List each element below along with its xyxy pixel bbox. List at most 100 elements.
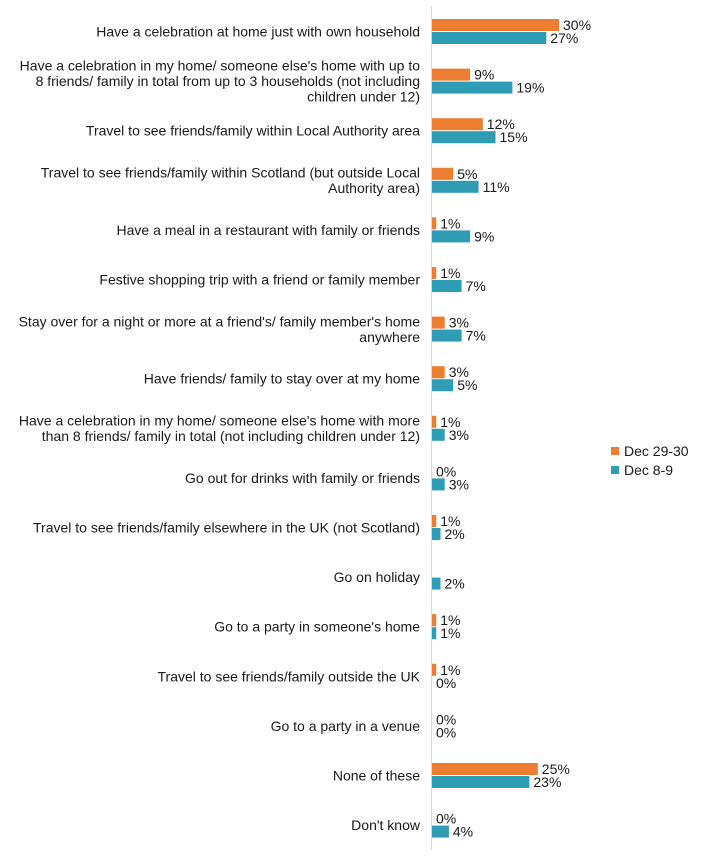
bar-dec-29-30 (432, 366, 445, 379)
bar-dec-8-9 (432, 776, 530, 788)
data-label: 2% (445, 526, 465, 542)
category-label: Travel to see friends/family within Loca… (86, 123, 420, 139)
bar-dec-29-30 (432, 267, 437, 279)
category-label: Go out for drinks with family or friends (185, 470, 420, 486)
bar-dec-8-9 (432, 428, 445, 441)
bar-dec-29-30 (432, 68, 471, 81)
category-label-line: None of these (333, 768, 420, 784)
category-label-line: Travel to see friends/family within Scot… (41, 165, 420, 181)
category-label: Have a celebration in my home/ someone e… (19, 413, 420, 445)
bar-dec-8-9 (432, 131, 496, 144)
category-label: Have a celebration in my home/ someone e… (20, 58, 421, 105)
data-label: 5% (457, 377, 477, 393)
category-label-line: 8 friends/ family in total from up to 3 … (36, 73, 420, 89)
category-label-line: Travel to see friends/family outside the… (158, 668, 421, 684)
data-label: 3% (449, 476, 469, 492)
category-label-line: than 8 friends/ family in total (not inc… (42, 428, 420, 444)
category-label-line: Authority area) (328, 180, 420, 196)
data-label: 5% (457, 166, 477, 182)
category-labels: Have a celebration at home just with own… (19, 24, 421, 834)
data-label: 1% (440, 662, 460, 678)
data-label: 11% (483, 179, 510, 195)
value-labels: 30%27%9%19%12%15%5%11%1%9%1%7%3%7%3%5%1%… (436, 17, 591, 840)
data-label: 0% (436, 711, 456, 727)
category-label: Go to a party in someone's home (214, 619, 420, 635)
bar-dec-8-9 (432, 528, 441, 540)
category-label: Stay over for a night or more at a frien… (19, 313, 421, 345)
category-label-line: Have a celebration in my home/ someone e… (20, 58, 421, 74)
bar-dec-8-9 (432, 180, 479, 193)
data-label: 1% (440, 513, 460, 529)
category-label: Have friends/ family to stay over at my … (144, 371, 420, 387)
data-label: 1% (440, 414, 460, 430)
bar-dec-8-9 (432, 32, 547, 44)
bar-dec-8-9 (432, 230, 471, 243)
category-label-line: Have a celebration at home just with own… (96, 24, 420, 40)
legend: Dec 29-30 Dec 8-9 (611, 443, 689, 478)
bar-dec-29-30 (432, 663, 437, 676)
bar-dec-8-9 (432, 577, 441, 590)
bar-dec-8-9 (432, 280, 462, 292)
legend-swatch (611, 466, 619, 474)
data-label: 3% (449, 427, 469, 443)
category-label-line: Travel to see friends/family within Loca… (86, 123, 420, 139)
bar-dec-8-9 (432, 478, 445, 491)
bar-dec-29-30 (432, 415, 437, 428)
data-label: 0% (436, 724, 456, 740)
data-label: 1% (440, 612, 460, 628)
category-label: Festive shopping trip with a friend or f… (99, 272, 420, 288)
data-label: 15% (500, 129, 528, 145)
data-label: 30% (563, 17, 591, 33)
bar-dec-8-9 (432, 329, 462, 342)
data-label: 1% (440, 215, 460, 231)
data-label: 4% (453, 824, 473, 840)
data-label: 0% (436, 463, 456, 479)
bar-dec-29-30 (432, 118, 483, 131)
bar-dec-29-30 (432, 19, 559, 31)
category-label: Have a celebration at home just with own… (96, 24, 420, 40)
category-label: Go to a party in a venue (271, 718, 421, 734)
legend-label: Dec 29-30 (624, 443, 689, 459)
category-label-line: Have a celebration in my home/ someone e… (19, 413, 420, 429)
category-label-line: Go to a party in someone's home (214, 619, 420, 635)
data-label: 1% (440, 265, 460, 281)
data-label: 9% (474, 228, 494, 244)
data-label: 27% (550, 30, 578, 46)
category-label: Go on holiday (334, 569, 420, 585)
bar-dec-8-9 (432, 379, 454, 392)
category-label: Travel to see friends/family outside the… (158, 668, 421, 684)
category-label-line: children under 12) (307, 89, 420, 105)
category-label: Have a meal in a restaurant with family … (117, 222, 420, 238)
category-label-line: anywhere (359, 329, 420, 345)
bar-dec-8-9 (432, 627, 437, 640)
category-label-line: Go on holiday (334, 569, 420, 585)
bar-dec-29-30 (432, 515, 437, 527)
data-label: 0% (436, 675, 456, 691)
category-label-line: Have friends/ family to stay over at my … (144, 371, 420, 387)
data-label: 12% (487, 116, 515, 132)
bar-dec-29-30 (432, 167, 454, 180)
category-label: None of these (333, 768, 420, 784)
category-label: Travel to see friends/family within Scot… (41, 165, 420, 197)
data-label: 9% (474, 67, 494, 83)
data-label: 0% (436, 811, 456, 827)
category-label-line: Travel to see friends/family elsewhere i… (33, 520, 420, 536)
bar-dec-8-9 (432, 81, 513, 94)
category-label: Don't know (351, 817, 421, 833)
bars (432, 19, 559, 838)
data-label: 19% (516, 80, 544, 96)
category-label-line: Go out for drinks with family or friends (185, 470, 420, 486)
bar-dec-29-30 (432, 316, 445, 329)
category-label-line: Have a meal in a restaurant with family … (117, 222, 420, 238)
bar-dec-8-9 (432, 825, 449, 838)
data-label: 7% (466, 328, 486, 344)
data-label: 23% (533, 774, 561, 790)
data-label: 1% (440, 625, 460, 641)
category-label: Travel to see friends/family elsewhere i… (33, 520, 420, 536)
data-label: 3% (449, 315, 469, 331)
category-label-line: Don't know (351, 817, 421, 833)
category-label-line: Festive shopping trip with a friend or f… (99, 272, 420, 288)
bar-dec-29-30 (432, 763, 538, 775)
category-label-line: Go to a party in a venue (271, 718, 421, 734)
